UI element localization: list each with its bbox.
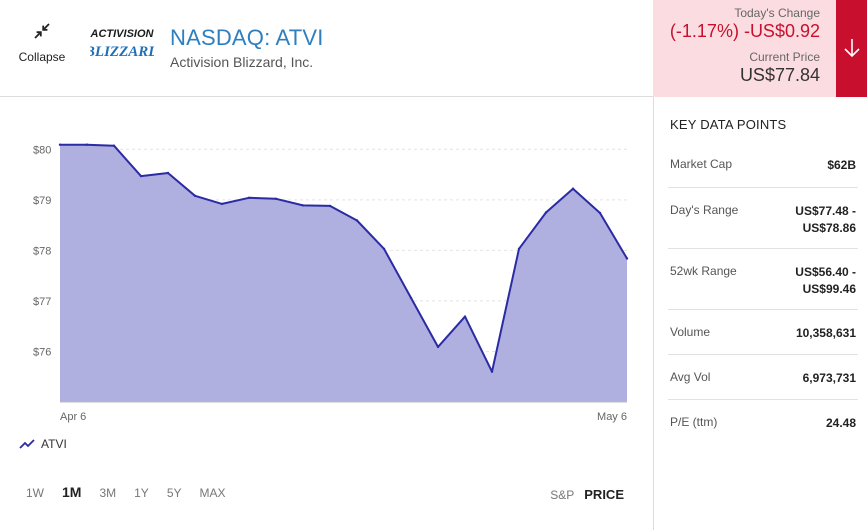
kd-row-volume: Volume 10,358,631 bbox=[668, 309, 858, 354]
data-point bbox=[571, 187, 575, 190]
price-down-button[interactable] bbox=[836, 0, 867, 97]
legend-label: ATVI bbox=[41, 437, 67, 451]
data-point bbox=[166, 171, 170, 175]
y-tick-label: $76 bbox=[33, 346, 51, 358]
key-data-panel: KEY DATA POINTS Market Cap $62B Day's Ra… bbox=[653, 97, 867, 530]
data-point bbox=[193, 194, 197, 197]
data-point bbox=[598, 211, 602, 215]
range-button-1m[interactable]: 1M bbox=[62, 484, 82, 500]
trend-line-icon bbox=[19, 439, 35, 449]
x-tick-label-end: May 6 bbox=[597, 411, 627, 423]
y-tick-label: $79 bbox=[33, 195, 51, 207]
key-data-title: KEY DATA POINTS bbox=[670, 117, 787, 132]
kd-row-market-cap: Market Cap $62B bbox=[668, 142, 858, 187]
kd-label: Day's Range bbox=[670, 203, 739, 217]
kd-row-pe-ttm: P/E (ttm) 24.48 bbox=[668, 399, 858, 444]
kd-row-avg-vol: Avg Vol 6,973,731 bbox=[668, 354, 858, 399]
data-point bbox=[463, 315, 467, 318]
series-line bbox=[60, 143, 628, 373]
series-area bbox=[60, 144, 627, 402]
arrow-down-icon bbox=[844, 39, 860, 58]
todays-change-value: (-1.17%) -US$0.92 bbox=[669, 21, 820, 41]
data-point bbox=[544, 211, 548, 214]
data-point bbox=[139, 174, 143, 178]
data-point bbox=[112, 144, 116, 147]
price-chart[interactable]: $76 $77 $78 $79 $80 Apr 6 May 6 bbox=[0, 98, 653, 428]
current-price-value: US$77.84 bbox=[739, 65, 820, 85]
activision-blizzard-logo: ACTIVISION BLIZZARD bbox=[90, 28, 154, 60]
logo-text-line2: BLIZZARD bbox=[90, 44, 154, 60]
kd-value: US$56.40 - US$99.46 bbox=[795, 265, 856, 296]
kd-value: 24.48 bbox=[825, 416, 856, 430]
range-button-1y[interactable]: 1Y bbox=[134, 486, 149, 500]
range-selector: 1W 1M 3M 1Y 5Y MAX bbox=[26, 484, 244, 500]
title-block: NASDAQ: ATVI Activision Blizzard, Inc. bbox=[170, 25, 324, 70]
range-button-3m[interactable]: 3M bbox=[99, 486, 117, 500]
data-point bbox=[85, 143, 89, 146]
mode-button-sp[interactable]: S&P bbox=[550, 488, 575, 502]
kd-label: Avg Vol bbox=[670, 370, 711, 384]
range-button-1w[interactable]: 1W bbox=[26, 486, 44, 500]
company-name: Activision Blizzard, Inc. bbox=[170, 54, 314, 70]
collapse-label: Collapse bbox=[18, 50, 66, 64]
chart-area: $76 $77 $78 $79 $80 Apr 6 May 6 ATVI 1W 1M 3M 1Y 5… bbox=[0, 98, 653, 530]
data-point bbox=[247, 196, 251, 199]
data-point bbox=[301, 204, 305, 207]
data-point bbox=[517, 247, 521, 250]
price-panel: Today's Change (-1.17%) -US$0.92 Current… bbox=[653, 0, 836, 97]
y-tick-label: $80 bbox=[33, 144, 51, 156]
data-point bbox=[274, 197, 278, 200]
kd-row-days-range: Day's Range US$77.48 - US$78.86 bbox=[668, 187, 858, 248]
kd-value: 10,358,631 bbox=[795, 326, 856, 340]
mode-button-price[interactable]: PRICE bbox=[584, 487, 624, 502]
data-point bbox=[58, 143, 62, 146]
kd-value: 6,973,731 bbox=[802, 371, 856, 385]
kd-label: Volume bbox=[670, 325, 711, 339]
kd-label: P/E (ttm) bbox=[670, 415, 718, 429]
data-point bbox=[355, 219, 359, 222]
y-tick-label: $78 bbox=[33, 245, 51, 257]
kd-value: $62B bbox=[827, 158, 856, 172]
range-button-max[interactable]: MAX bbox=[199, 486, 226, 500]
kd-value: US$77.48 - US$78.86 bbox=[795, 204, 856, 235]
data-point bbox=[490, 370, 494, 373]
data-point bbox=[220, 202, 224, 206]
key-data-list: Market Cap $62B Day's Range US$77.48 - U… bbox=[668, 142, 858, 444]
logo-text-line1: ACTIVISION bbox=[90, 28, 154, 40]
quote-header: Collapse ACTIVISION BLIZZARD NASDAQ: ATV… bbox=[0, 0, 653, 97]
kd-label: 52wk Range bbox=[670, 264, 737, 278]
data-point bbox=[625, 257, 629, 260]
range-button-5y[interactable]: 5Y bbox=[166, 486, 182, 500]
chart-legend[interactable]: ATVI bbox=[19, 437, 67, 451]
kd-label: Market Cap bbox=[670, 157, 733, 171]
current-price-label: Current Price bbox=[749, 50, 820, 64]
collapse-button[interactable]: Collapse bbox=[14, 18, 70, 68]
ticker-symbol: NASDAQ: ATVI bbox=[170, 25, 324, 50]
data-point bbox=[409, 296, 413, 300]
kd-row-52wk-range: 52wk Range US$56.40 - US$99.46 bbox=[668, 248, 858, 309]
data-point bbox=[436, 345, 440, 349]
collapse-arrows-icon bbox=[34, 23, 50, 39]
x-tick-label-start: Apr 6 bbox=[60, 411, 86, 423]
mode-selector: S&P PRICE bbox=[550, 487, 624, 502]
todays-change-label: Today's Change bbox=[734, 6, 820, 20]
data-point bbox=[328, 204, 332, 208]
data-point bbox=[382, 247, 386, 250]
y-tick-label: $77 bbox=[33, 296, 51, 308]
